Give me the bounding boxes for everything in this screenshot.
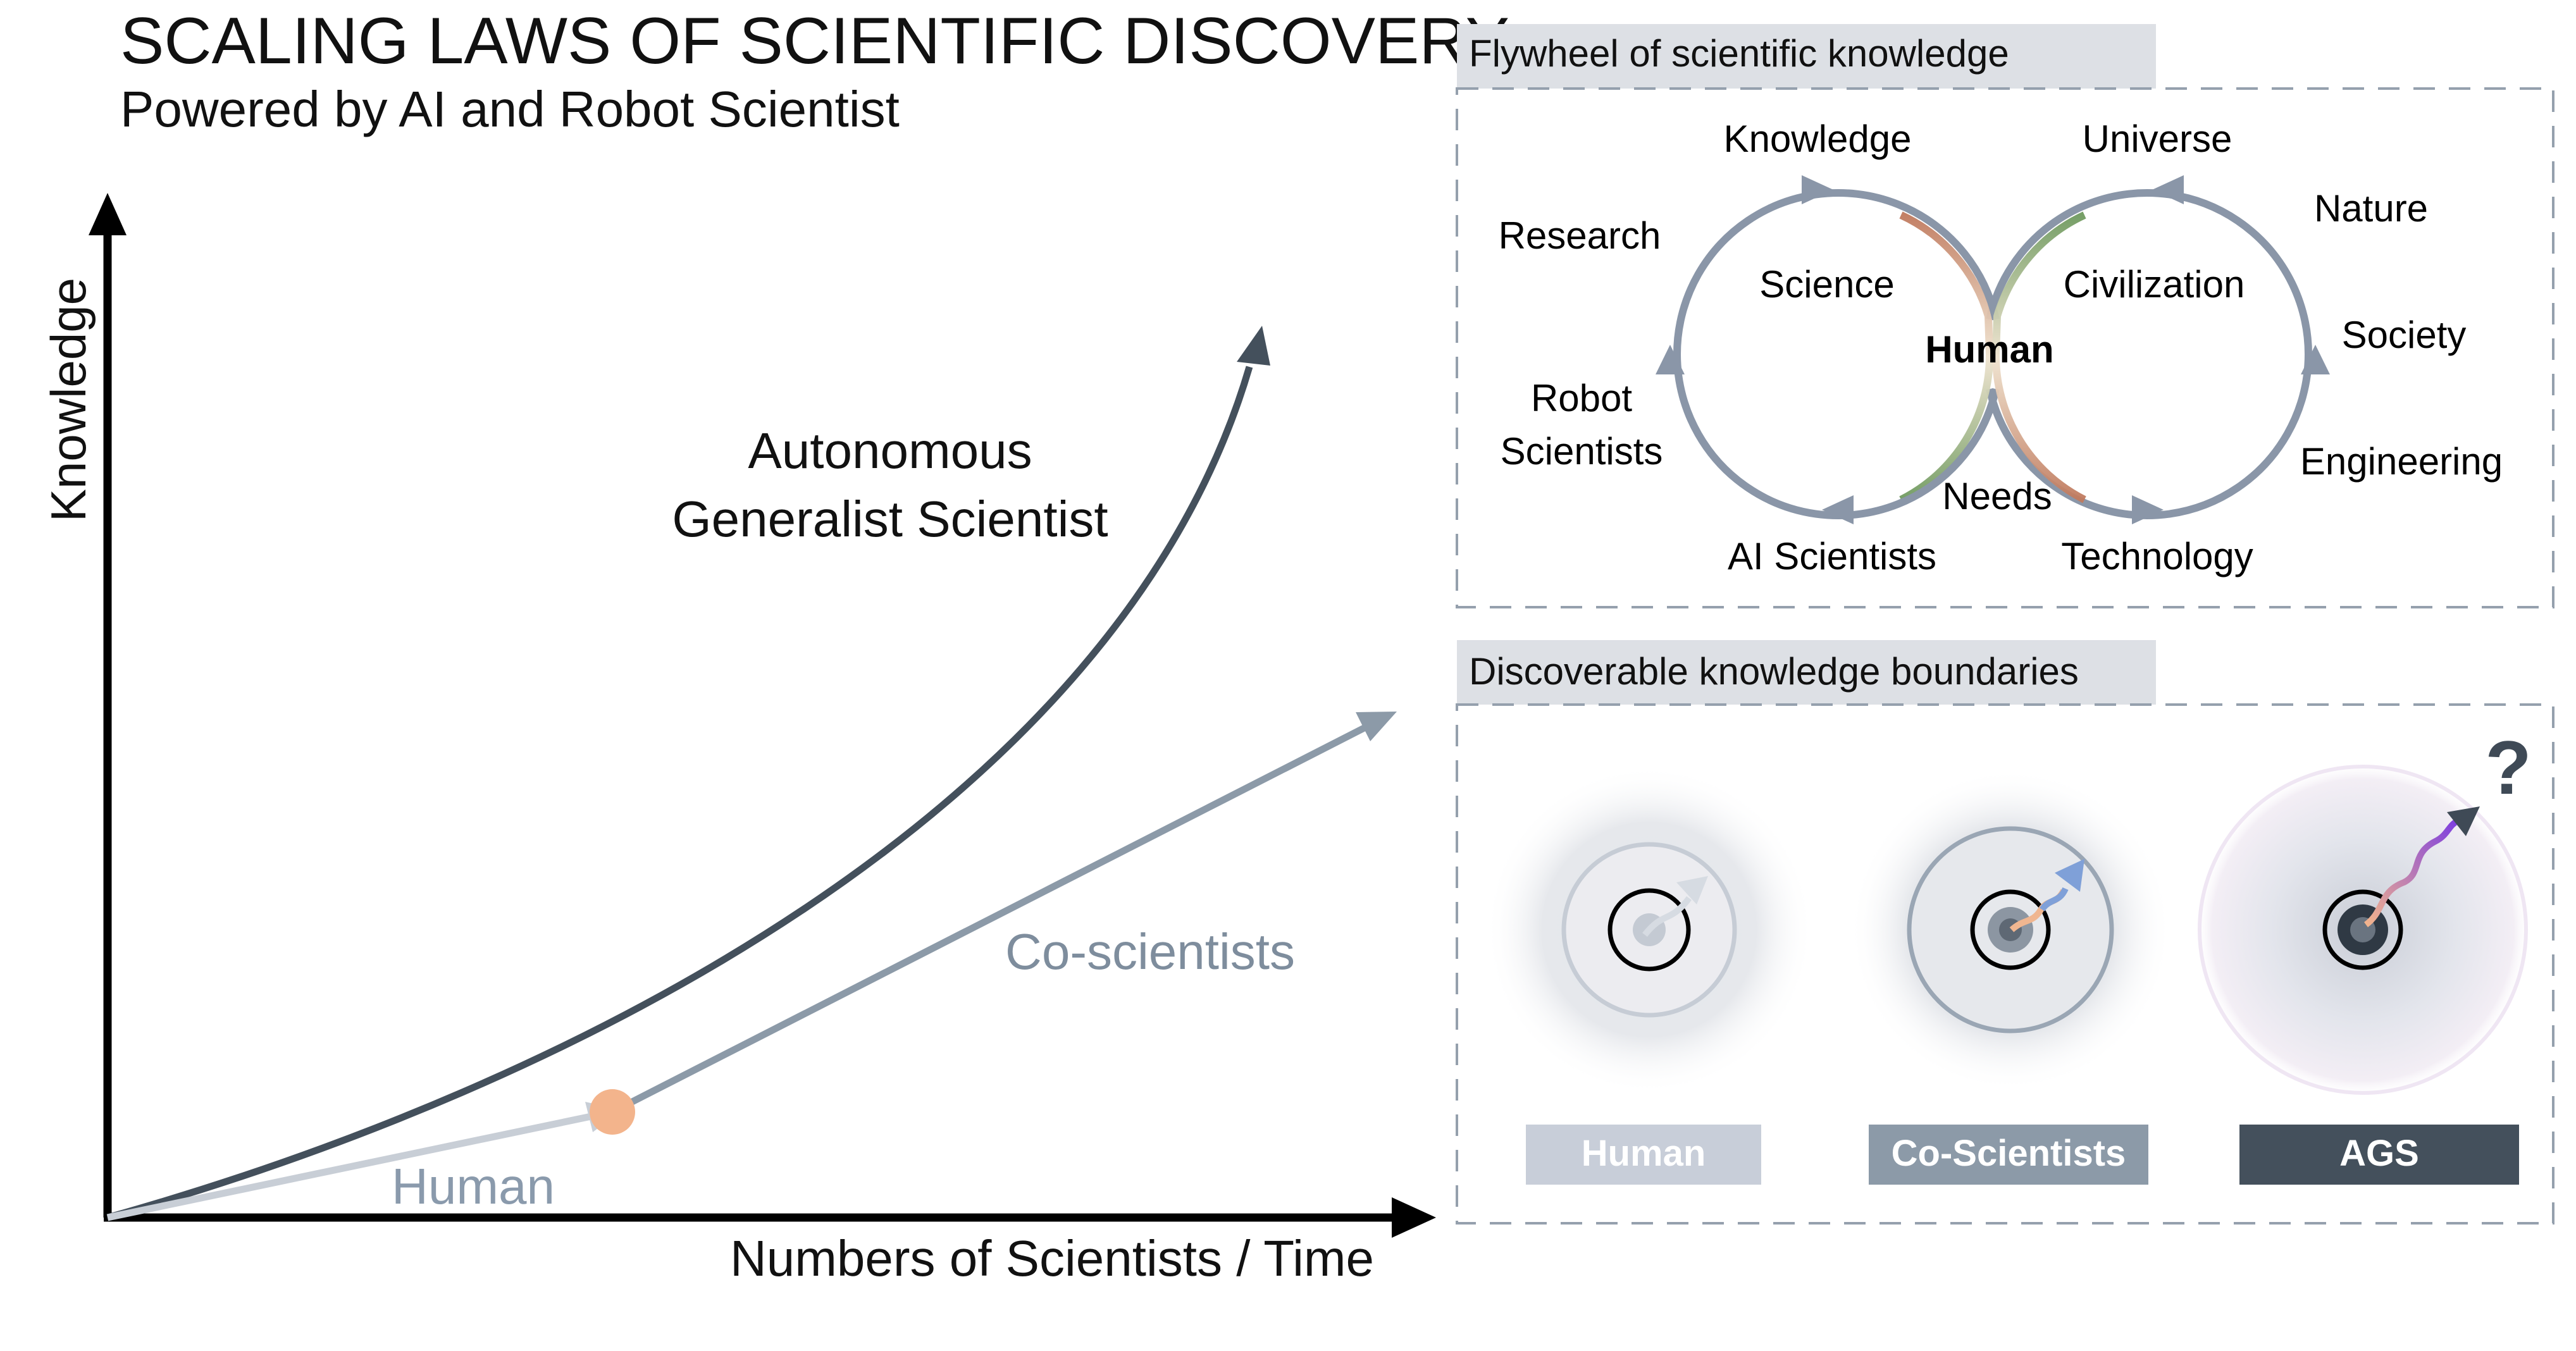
- flywheel-right-gradient: [1991, 211, 2086, 503]
- flywheel-arrow-research: [1656, 345, 1685, 374]
- ags-arrowhead: [1237, 326, 1270, 366]
- human-badge-label: Human: [1582, 1133, 1706, 1174]
- co-scientists-line: [610, 720, 1376, 1115]
- boundaries-panel-title: Discoverable knowledge boundaries: [1469, 650, 2079, 693]
- boundaries-panel: [1456, 703, 2554, 1225]
- boundaries-panel-header: [1457, 640, 2156, 705]
- flywheel-label-engineering: Engineering: [2300, 440, 2503, 483]
- flywheel-label-needs: Needs: [1942, 475, 2052, 517]
- x-axis-arrowhead: [1392, 1197, 1436, 1238]
- co-scientists-arrowhead: [1356, 712, 1397, 741]
- ags-boundary: [2195, 762, 2530, 1097]
- human-line: [106, 1108, 614, 1221]
- co-scientists-badge-label: Co-Scientists: [1892, 1133, 2126, 1174]
- ags-badge-label: AGS: [2339, 1133, 2419, 1174]
- flywheel-label-civilization: Civilization: [2064, 263, 2245, 305]
- co-scientists-curve-label: Co-scientists: [1005, 923, 1295, 980]
- flywheel-label-universe: Universe: [2083, 118, 2232, 160]
- co-scientists-badge: [1869, 1125, 2148, 1185]
- flywheel-label-human: Human: [1925, 328, 2053, 371]
- flywheel-label-robot-line1: Robot: [1531, 377, 1632, 419]
- flywheel-arrow-knowledge: [1802, 175, 1833, 204]
- x-axis-label: Numbers of Scientists / Time: [730, 1230, 1374, 1286]
- flywheel-arrow-society: [2301, 345, 2330, 374]
- human-badge: [1526, 1125, 1761, 1185]
- y-axis-arrowhead: [89, 193, 127, 235]
- human-boundary: [1485, 765, 1814, 1094]
- flywheel-label-knowledge: Knowledge: [1724, 118, 1912, 160]
- flywheel-label-society: Society: [2342, 314, 2467, 356]
- flywheel-label-research: Research: [1499, 214, 1661, 257]
- ags-curve-label-line2: Generalist Scientist: [672, 491, 1108, 547]
- flywheel-right-loop: [1673, 189, 2000, 519]
- flywheel-arrow-universe: [2152, 175, 2184, 204]
- ags-curve-label-line1: Autonomous: [748, 423, 1032, 479]
- page-title: SCALING LAWS OF SCIENTIFIC DISCOVERY: [120, 4, 1509, 78]
- ags-badge: [2239, 1125, 2519, 1185]
- flywheel-panel-header: [1457, 24, 2156, 89]
- page-subtitle: Powered by AI and Robot Scientist: [120, 81, 900, 137]
- flywheel-arrow-technology: [2132, 495, 2164, 524]
- y-axis-label: Knowledge: [40, 278, 96, 522]
- flywheel-label-technology: Technology: [2061, 535, 2253, 577]
- transition-point: [590, 1089, 635, 1135]
- flywheel-label-nature: Nature: [2314, 187, 2428, 230]
- flywheel-arrow-ai-scientists: [1822, 495, 1854, 524]
- flywheel-panel: [1456, 87, 2554, 608]
- ags-curve: [106, 366, 1253, 1221]
- human-curve-label: Human: [392, 1158, 555, 1214]
- flywheel-left-gradient: [1899, 211, 1994, 503]
- ags-question-mark: ?: [2485, 725, 2531, 810]
- flywheel-label-science: Science: [1759, 263, 1894, 305]
- flywheel-label-ai-scientists: AI Scientists: [1728, 535, 1936, 577]
- flywheel-label-robot-line2: Scientists: [1501, 430, 1663, 472]
- flywheel-panel-title: Flywheel of scientific knowledge: [1469, 32, 2009, 75]
- co-scientists-boundary: [1849, 768, 2172, 1091]
